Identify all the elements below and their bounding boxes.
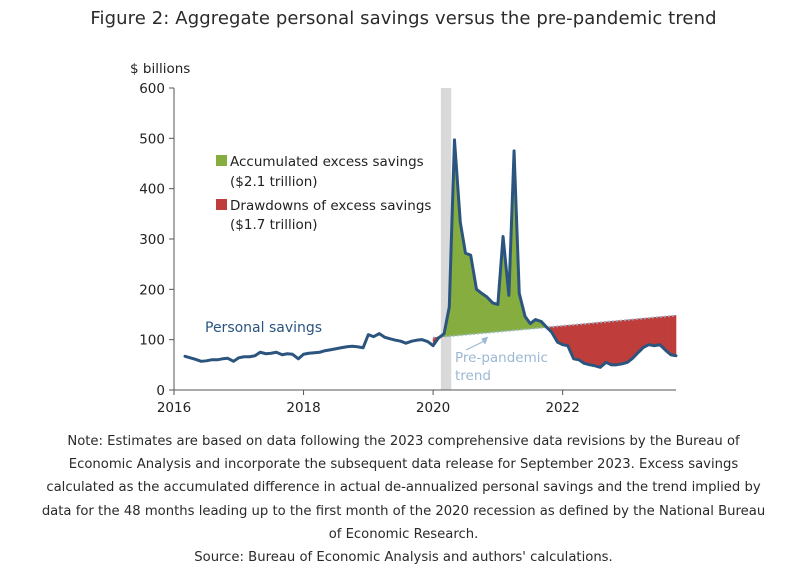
drawdown-area <box>583 323 591 366</box>
y-tick-label: 500 <box>139 131 165 147</box>
note-line: data for the 48 months leading up to the… <box>41 503 766 519</box>
drawdown-area <box>578 323 585 364</box>
legend-label-excess: Accumulated excess savings <box>230 154 424 170</box>
chart-title: Figure 2: Aggregate personal savings ver… <box>90 8 717 29</box>
annotation-trend-line1: Pre-pandemic <box>455 350 548 366</box>
excess-savings-area <box>492 302 499 333</box>
y-tick-label: 600 <box>139 81 165 97</box>
legend-swatch-excess <box>216 155 227 166</box>
drawdown-area <box>621 319 628 365</box>
x-tick-label: 2018 <box>286 400 320 416</box>
recession-shade <box>440 88 452 390</box>
drawdown-area <box>616 320 623 366</box>
excess-savings-area <box>481 292 488 334</box>
legend-sublabel-drawdown: ($1.7 trillion) <box>230 217 318 233</box>
drawdown-area <box>594 322 601 368</box>
trend-arrow <box>465 340 486 351</box>
excess-savings-area <box>476 288 482 335</box>
drawdown-area <box>605 321 612 366</box>
note-line: calculated as the accumulated difference… <box>46 480 761 496</box>
legend-sublabel-excess: ($2.1 trillion) <box>230 174 318 190</box>
drawdown-area <box>562 325 569 347</box>
drawdown-area <box>589 322 596 367</box>
drawdown-area <box>627 319 633 363</box>
drawdown-area <box>648 317 655 347</box>
source-line: Source: Bureau of Economic Analysis and … <box>194 550 613 566</box>
figure-notes: Note: Estimates are based on data follow… <box>0 430 807 569</box>
y-tick-label: 400 <box>139 182 165 198</box>
note-line: Economic Analysis and incorporate the su… <box>68 457 739 473</box>
legend-label-drawdown: Drawdowns of excess savings <box>230 198 431 214</box>
drawdown-area <box>573 324 580 361</box>
y-tick-label: 0 <box>156 383 165 399</box>
x-tick-label: 2022 <box>545 400 579 416</box>
legend: Accumulated excess savings ($2.1 trillio… <box>216 154 431 233</box>
drawdown-area <box>599 321 607 369</box>
drawdown-area <box>654 316 661 347</box>
note-line: of Economic Research. <box>328 526 479 542</box>
trend-arrowhead <box>481 336 489 345</box>
y-tick-label: 300 <box>139 232 165 248</box>
annotation-trend-line2: trend <box>455 368 491 384</box>
drawdown-area <box>643 317 650 348</box>
series-line-personal-savings <box>183 138 678 369</box>
chart-plot: 0 100 200 300 400 500 600 2016 2018 2020 2022 $ bi… <box>130 61 678 416</box>
y-tick-label: 200 <box>139 282 165 298</box>
x-tick-label: 2016 <box>157 400 191 416</box>
y-axis-label: $ billions <box>130 61 190 77</box>
drawdown-area <box>610 320 617 366</box>
y-tick-label: 100 <box>139 333 165 349</box>
annotation-personal-savings: Personal savings <box>205 320 322 336</box>
note-line: Note: Estimates are based on data follow… <box>67 434 740 449</box>
legend-swatch-drawdown <box>216 199 227 210</box>
x-tick-label: 2020 <box>416 400 450 416</box>
trend-line <box>433 314 677 339</box>
excess-savings-area <box>465 252 471 336</box>
drawdown-area <box>670 315 677 357</box>
